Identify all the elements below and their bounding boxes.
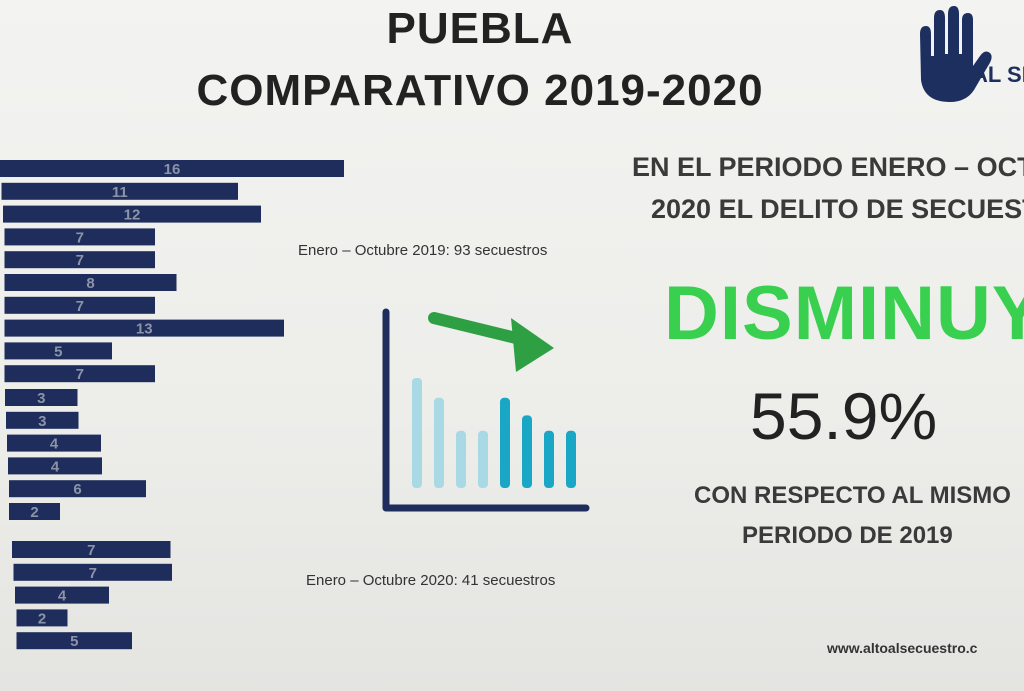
caption-2020: Enero – Octubre 2020: 41 secuestros [306, 572, 556, 589]
bar-2-3 [16, 609, 68, 627]
bar-label-2-2: 4 [58, 588, 67, 605]
bar-0-6 [4, 296, 155, 314]
caption-2019: Enero – Octubre 2019: 93 secuestros [298, 242, 548, 259]
icon-bar-7 [566, 430, 576, 488]
logo [920, 6, 992, 102]
bar-label-2-3: 2 [38, 610, 46, 627]
bar-0-7 [4, 319, 284, 337]
percent-change: 55.9% [750, 379, 938, 453]
bar-label-0-3: 7 [76, 229, 84, 246]
summary-line-2: 2020 EL DELITO DE SECUEST [651, 194, 1024, 224]
chart-axes-icon [382, 308, 590, 512]
bar-label-0-0: 16 [164, 161, 181, 178]
summary-line-1: EN EL PERIODO ENERO – OCTU [632, 152, 1024, 182]
bar-0-1 [1, 182, 238, 200]
bar-1-4 [9, 480, 146, 498]
bar-2-0 [12, 541, 171, 558]
bar-0-4 [4, 251, 155, 269]
bar-label-0-8: 5 [54, 343, 62, 360]
bar-0-5 [4, 274, 177, 291]
icon-bar-5 [522, 415, 532, 488]
bar-0-9 [4, 365, 155, 383]
bar-label-1-3: 4 [51, 458, 60, 475]
bar-0-2 [3, 205, 261, 223]
icon-bar-0 [412, 378, 422, 488]
bar-label-2-0: 7 [87, 542, 95, 559]
bar-0-3 [4, 228, 155, 246]
bar-label-0-6: 7 [76, 298, 84, 315]
bar-label-0-7: 13 [136, 321, 153, 338]
declining-bar-chart-icon [382, 308, 590, 512]
bar-label-0-9: 7 [76, 366, 84, 383]
title-line-1: PUEBLA [386, 4, 574, 53]
icon-bars [412, 378, 576, 488]
bar-1-5 [9, 503, 60, 520]
bar-label-1-4: 6 [73, 481, 81, 498]
bar-label-1-5: 2 [30, 504, 38, 521]
title-line-2: COMPARATIVO 2019-2020 [196, 66, 764, 115]
icon-bar-6 [544, 430, 554, 488]
bar-label-0-2: 12 [124, 207, 141, 224]
bar-label-1-0: 3 [37, 390, 45, 407]
bar-2-4 [16, 632, 132, 650]
bar-0-8 [4, 342, 112, 360]
bar-2-1 [13, 563, 172, 581]
icon-bar-2 [456, 430, 466, 488]
bar-0-0 [0, 160, 344, 177]
raised-hand-icon [920, 6, 992, 102]
bar-label-0-4: 7 [76, 252, 84, 269]
bar-1-0 [5, 389, 78, 406]
bar-2-2 [15, 586, 109, 604]
arrow-shaft [428, 312, 530, 346]
bar-label-1-2: 4 [50, 436, 59, 453]
logo-text: AL SEC [972, 62, 1024, 87]
icon-bar-1 [434, 397, 444, 488]
bar-label-0-1: 11 [112, 184, 128, 201]
bar-label-2-4: 5 [70, 633, 78, 650]
bar-label-0-5: 8 [86, 275, 94, 292]
icon-bar-4 [500, 397, 510, 488]
verdict-text: DISMINUYÓ [664, 271, 1024, 356]
bar-1-2 [7, 434, 101, 452]
icon-bar-3 [478, 430, 488, 488]
website-link[interactable]: www.altoalsecuestro.c [827, 640, 978, 656]
summary-line-4: PERIODO DE 2019 [742, 522, 953, 549]
summary-line-3: CON RESPECTO AL MISMO [694, 482, 1011, 509]
bar-1-3 [8, 457, 102, 475]
bar-label-1-1: 3 [38, 413, 46, 430]
bar-label-2-1: 7 [89, 565, 97, 582]
bar-1-1 [6, 411, 79, 429]
arrow-down-icon [511, 318, 554, 372]
